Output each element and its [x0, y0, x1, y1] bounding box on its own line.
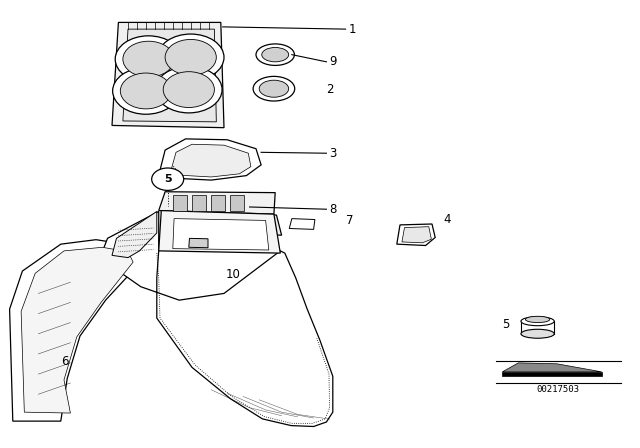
Ellipse shape: [525, 316, 550, 323]
Circle shape: [115, 36, 182, 82]
Ellipse shape: [253, 76, 295, 101]
Text: 5: 5: [164, 174, 172, 184]
Ellipse shape: [521, 317, 554, 326]
Text: 4: 4: [443, 213, 451, 226]
Polygon shape: [99, 211, 333, 426]
Polygon shape: [192, 195, 206, 211]
Polygon shape: [189, 238, 208, 248]
Polygon shape: [230, 195, 244, 211]
Circle shape: [156, 66, 222, 113]
Text: 1: 1: [349, 22, 356, 36]
Polygon shape: [10, 240, 141, 421]
Circle shape: [165, 39, 216, 75]
Polygon shape: [397, 224, 435, 246]
Text: 5: 5: [502, 318, 509, 332]
Text: 9: 9: [330, 55, 337, 69]
Polygon shape: [211, 195, 225, 211]
Circle shape: [152, 168, 184, 190]
Circle shape: [120, 73, 172, 109]
Circle shape: [123, 41, 174, 77]
Polygon shape: [229, 214, 282, 235]
Polygon shape: [112, 211, 157, 258]
Ellipse shape: [521, 329, 554, 338]
Text: 10: 10: [225, 267, 240, 281]
Ellipse shape: [259, 80, 289, 97]
Text: 7: 7: [346, 214, 353, 227]
Polygon shape: [112, 22, 224, 128]
Text: 8: 8: [330, 202, 337, 216]
Ellipse shape: [262, 47, 289, 62]
Polygon shape: [173, 195, 187, 211]
Ellipse shape: [256, 44, 294, 65]
Polygon shape: [159, 211, 280, 253]
Text: 6: 6: [61, 355, 68, 369]
Text: 2: 2: [326, 83, 334, 96]
Polygon shape: [289, 219, 315, 229]
Text: 00217503: 00217503: [536, 385, 580, 394]
Text: 3: 3: [330, 146, 337, 160]
Polygon shape: [160, 139, 261, 180]
Polygon shape: [123, 29, 216, 122]
Polygon shape: [172, 144, 251, 177]
Polygon shape: [502, 372, 602, 376]
Polygon shape: [402, 227, 431, 243]
Polygon shape: [21, 247, 133, 413]
Polygon shape: [159, 192, 275, 214]
Polygon shape: [502, 363, 602, 372]
Circle shape: [113, 68, 179, 114]
Polygon shape: [173, 219, 269, 250]
Circle shape: [157, 34, 224, 81]
Circle shape: [163, 72, 214, 108]
